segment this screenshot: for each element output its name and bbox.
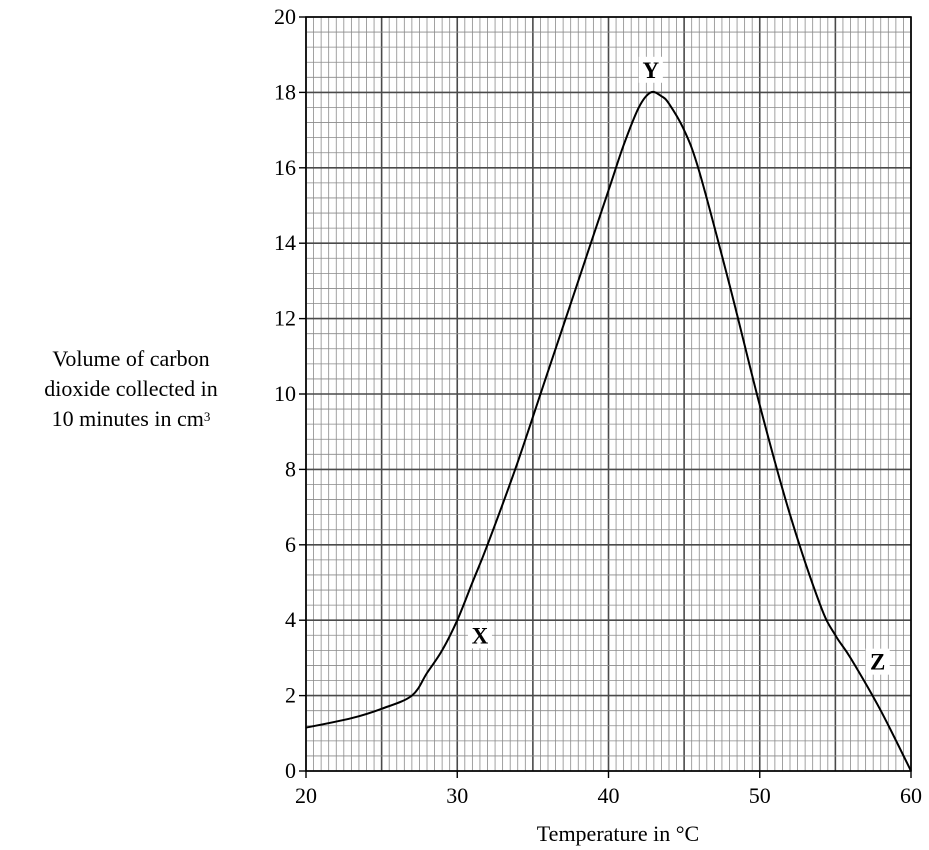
chart-series: [305, 90, 912, 772]
annotation-label: X: [472, 623, 489, 648]
x-axis-label: Temperature in °C: [537, 821, 699, 846]
y-axis-label-line-1: Volume of carbon: [52, 346, 210, 371]
y-tick-label: 8: [285, 456, 296, 481]
y-axis-label-line-3: 10 minutes in cm3: [0, 404, 262, 434]
y-axis-label: Volume of carbon dioxide collected in 10…: [0, 344, 262, 434]
annotation-x: X: [467, 622, 492, 649]
y-tick-label: 6: [285, 532, 296, 557]
y-tick-label: 2: [285, 683, 296, 708]
y-tick-label: 18: [274, 79, 296, 104]
x-tick-label: 20: [295, 783, 317, 808]
annotation-z: Z: [865, 648, 890, 675]
y-tick-label: 12: [274, 306, 296, 331]
x-tick-label: 60: [900, 783, 922, 808]
annotation-y: Y: [638, 56, 663, 83]
annotation-label: Z: [870, 650, 885, 675]
y-tick-label: 14: [274, 230, 296, 255]
series-line: [305, 90, 912, 772]
y-tick-label: 16: [274, 155, 296, 180]
x-axis-ticks: 20 30 40 50 60: [295, 771, 922, 808]
annotation-background: [638, 56, 663, 83]
annotation-background: [865, 648, 890, 675]
annotation-label: Y: [643, 58, 660, 83]
y-axis-label-superscript: 3: [203, 409, 211, 424]
y-axis-label-line-2: dioxide collected in: [44, 376, 218, 401]
x-tick-label: 40: [598, 783, 620, 808]
x-tick-label: 50: [749, 783, 771, 808]
y-axis-label-line-3-text: 10 minutes in cm: [51, 406, 204, 431]
chart-annotations: X Y Z: [467, 56, 890, 675]
chart-grid: [305, 16, 912, 772]
y-tick-label: 4: [285, 607, 296, 632]
x-tick-label: 30: [446, 783, 468, 808]
y-tick-label: 0: [285, 758, 296, 783]
y-axis-ticks: 0 2 4 6 8 10 12 14 16 18 20: [274, 4, 306, 783]
y-tick-label: 10: [274, 381, 296, 406]
annotation-background: [467, 622, 492, 649]
y-tick-label: 20: [274, 4, 296, 29]
